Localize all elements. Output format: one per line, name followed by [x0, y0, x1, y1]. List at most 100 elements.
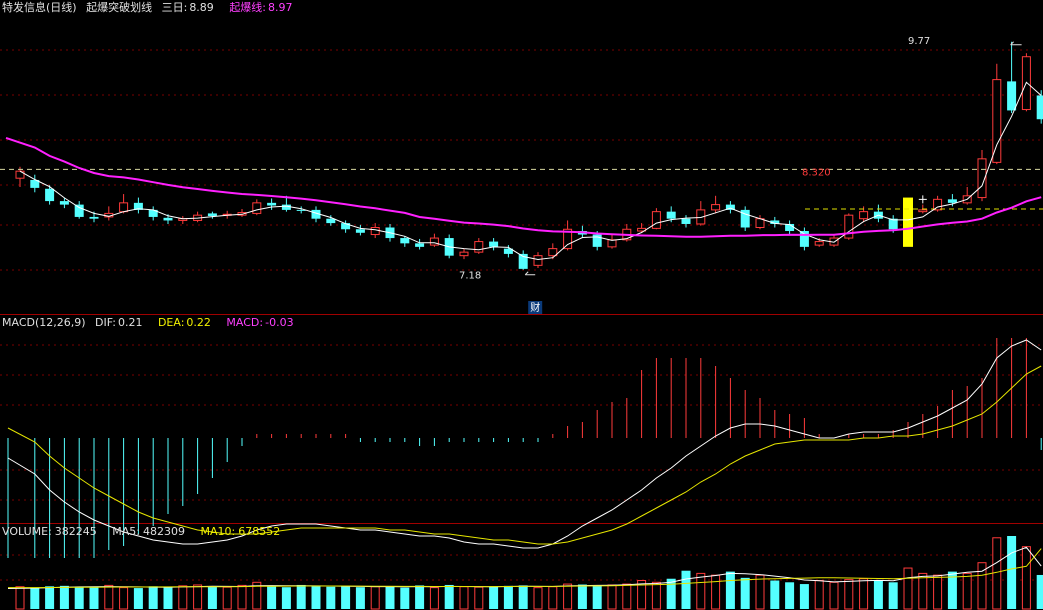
qibao-line [5, 136, 1042, 238]
volume-bar [622, 583, 632, 610]
volume-bar [503, 585, 513, 609]
qibao-label: 起爆线: [229, 1, 267, 14]
candle-body [740, 209, 750, 228]
indicator-name: 起爆突破划线 [86, 1, 153, 14]
dif-line [7, 339, 1042, 549]
volume-bar [918, 572, 928, 610]
candle-body [133, 202, 143, 210]
volume-bar [489, 586, 499, 609]
volume-bar [267, 585, 277, 609]
ma10-label: MA10: [200, 525, 236, 538]
volume-ma5-line [7, 546, 1042, 589]
candle-body [474, 241, 484, 253]
volume-bar [474, 586, 484, 610]
candle-body [548, 248, 558, 257]
volume-bar [592, 585, 602, 609]
volume-bar [207, 586, 217, 609]
candle-body [89, 216, 99, 219]
volume-bar [459, 586, 469, 610]
volume-bar [444, 584, 454, 609]
volume-bar [651, 581, 661, 610]
volume-bar [725, 571, 735, 609]
dif-value: 0.21 [117, 316, 143, 329]
candle-body [30, 179, 40, 188]
volume-value: 382245 [54, 525, 97, 538]
candle-body [681, 218, 691, 224]
volume-bar [873, 580, 883, 609]
volume-header: VOLUME: 382245 MA5: 482309 MA10: 678552 [2, 525, 292, 539]
volume-bar [799, 584, 809, 609]
candle-body [311, 209, 321, 219]
volume-bar [74, 587, 84, 609]
volume-bar [119, 587, 129, 610]
candle-body [207, 213, 217, 217]
candle-body [725, 204, 735, 210]
price-header: 特发信息(日线) 起爆突破划线 三日: 8.89 起爆线: 8.97 [2, 1, 305, 15]
volume-bar [947, 571, 957, 609]
candle-body [992, 79, 1002, 163]
volume-bar [814, 580, 824, 610]
cai-badge-box[interactable] [528, 301, 543, 314]
ma10-value: 678552 [238, 525, 281, 538]
volume-bar [59, 585, 69, 609]
volume-bar [15, 586, 25, 610]
volume-bar [370, 586, 380, 610]
candle-body [459, 251, 469, 257]
cai-badge[interactable]: 财 [530, 301, 540, 314]
candle-body [518, 253, 528, 269]
candle-body [711, 204, 721, 211]
volume-bar [740, 577, 750, 609]
level-label: 8.320 [802, 167, 831, 178]
candle-body [814, 241, 824, 246]
volume-bar [281, 587, 291, 609]
candle-body [341, 223, 351, 230]
volume-bar [400, 587, 410, 609]
dea-value: 0.22 [186, 316, 211, 329]
volume-bar [148, 586, 158, 609]
sanri-label: 三日: [161, 1, 188, 14]
macd-title: MACD(12,26,9) [2, 316, 86, 329]
low-pointer [524, 271, 536, 276]
volume-bar [341, 585, 351, 609]
volume-bars [15, 536, 1043, 610]
volume-bar [518, 585, 528, 609]
candle-body [918, 209, 928, 213]
volume-bar [755, 574, 765, 610]
candle-body [400, 238, 410, 244]
volume-bar [533, 587, 543, 610]
candle-body [785, 223, 795, 232]
candle-body [281, 204, 291, 210]
macd-value: -0.03 [265, 316, 294, 329]
candle-body [696, 209, 706, 225]
candle-body [844, 214, 854, 239]
volume-bar [770, 580, 780, 609]
three-day-ma-line [19, 81, 1042, 261]
candle-body [163, 217, 173, 221]
candle-body [947, 199, 957, 203]
candle-body [563, 228, 573, 250]
volume-bar [237, 584, 247, 610]
high-pointer [1010, 41, 1022, 46]
volume-bar [1007, 536, 1017, 609]
volume-bar [385, 586, 395, 609]
candle-body [489, 241, 499, 247]
volume-bar [222, 586, 232, 610]
candle-body [977, 158, 987, 199]
volume-bar [637, 580, 647, 610]
volume-bar [933, 574, 943, 610]
candle-body [148, 209, 158, 217]
qibao-value: 8.97 [268, 1, 293, 14]
volume-bar [548, 586, 558, 610]
volume-bar [829, 581, 839, 610]
candle-body [59, 201, 69, 205]
volume-bar [311, 586, 321, 609]
volume-bar [1021, 546, 1031, 610]
volume-bar [711, 574, 721, 610]
volume-bar [844, 579, 854, 610]
volume-bar [992, 537, 1002, 610]
candle-body [415, 243, 425, 247]
macd-histogram [7, 338, 1042, 558]
volume-bar [163, 586, 173, 609]
volume-bar [326, 586, 336, 609]
